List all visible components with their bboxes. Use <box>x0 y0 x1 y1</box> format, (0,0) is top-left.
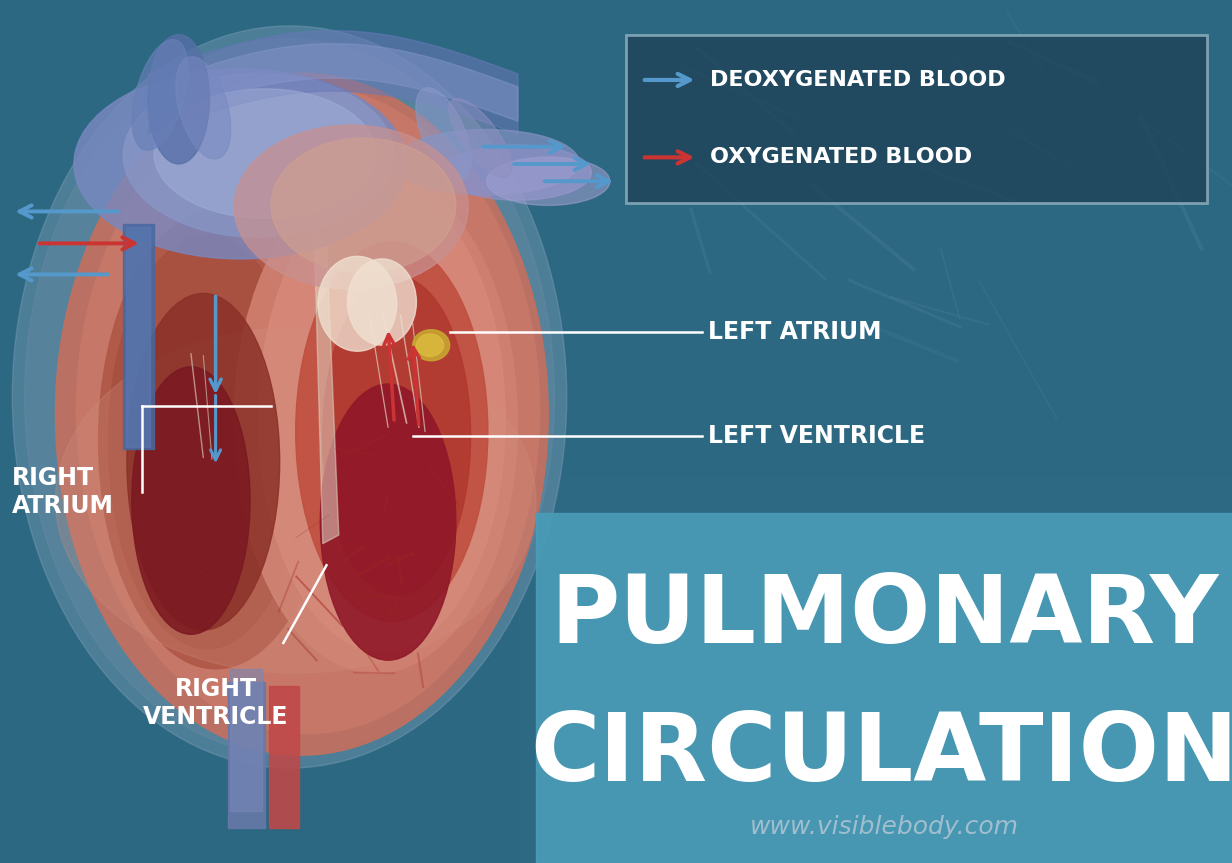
Ellipse shape <box>76 86 540 734</box>
Ellipse shape <box>318 256 397 351</box>
Bar <box>123 224 154 449</box>
Text: LEFT VENTRICLE: LEFT VENTRICLE <box>708 424 925 448</box>
Ellipse shape <box>74 69 407 259</box>
Ellipse shape <box>444 145 591 200</box>
Ellipse shape <box>132 367 250 634</box>
Ellipse shape <box>416 88 471 180</box>
Ellipse shape <box>234 173 517 673</box>
Ellipse shape <box>413 330 450 361</box>
Text: LEFT ATRIUM: LEFT ATRIUM <box>708 320 882 344</box>
Ellipse shape <box>55 328 536 673</box>
Text: CIRCULATION: CIRCULATION <box>531 709 1232 801</box>
Ellipse shape <box>55 73 548 755</box>
Ellipse shape <box>148 35 209 164</box>
Bar <box>517 475 1232 863</box>
Ellipse shape <box>448 98 513 178</box>
Ellipse shape <box>259 186 505 652</box>
Ellipse shape <box>108 235 306 649</box>
Text: PULMONARY: PULMONARY <box>551 571 1218 663</box>
Ellipse shape <box>323 276 471 595</box>
Bar <box>517 475 1232 863</box>
Bar <box>269 686 299 828</box>
Ellipse shape <box>154 89 376 218</box>
Text: DEOXYGENATED BLOOD: DEOXYGENATED BLOOD <box>710 70 1005 90</box>
Text: www.visiblebody.com: www.visiblebody.com <box>750 815 1019 839</box>
Ellipse shape <box>234 125 468 289</box>
FancyBboxPatch shape <box>626 35 1207 203</box>
Ellipse shape <box>487 157 610 205</box>
PathPatch shape <box>314 233 339 544</box>
Ellipse shape <box>347 259 416 345</box>
Bar <box>228 682 265 828</box>
Text: OXYGENATED BLOOD: OXYGENATED BLOOD <box>710 148 972 167</box>
Ellipse shape <box>176 57 230 159</box>
Ellipse shape <box>416 334 444 356</box>
Ellipse shape <box>12 26 567 768</box>
Bar <box>536 513 1232 863</box>
Text: RIGHT
ATRIUM: RIGHT ATRIUM <box>12 466 115 518</box>
Ellipse shape <box>394 129 579 195</box>
Ellipse shape <box>132 40 188 150</box>
Text: RIGHT
VENTRICLE: RIGHT VENTRICLE <box>143 677 288 729</box>
Ellipse shape <box>320 384 456 660</box>
Ellipse shape <box>99 211 333 669</box>
Ellipse shape <box>296 242 488 621</box>
Ellipse shape <box>123 73 394 237</box>
Bar <box>230 669 262 811</box>
Bar <box>126 227 150 447</box>
Ellipse shape <box>127 293 280 630</box>
Ellipse shape <box>271 138 456 273</box>
Ellipse shape <box>25 39 554 755</box>
